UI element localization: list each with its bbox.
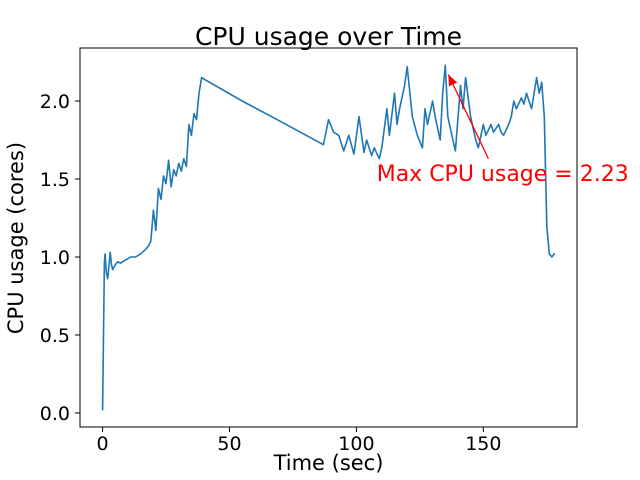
x-axis-label: Time (sec) <box>273 451 384 475</box>
annotation-arrow <box>447 74 490 160</box>
y-tick-label: 1.0 <box>40 247 70 269</box>
y-tick-label: 0.5 <box>40 325 70 347</box>
y-tick-label: 0.0 <box>40 403 70 425</box>
plot-border <box>79 47 578 428</box>
x-tick-label: 0 <box>97 433 109 455</box>
annotation-arrowhead <box>448 74 458 87</box>
x-tick-label: 150 <box>465 433 501 455</box>
annotation-text: Max CPU usage = 2.23 <box>376 162 629 188</box>
y-tick-label: 2.0 <box>40 91 70 113</box>
chart-title: CPU usage over Time <box>194 22 463 51</box>
cpu-usage-line <box>101 64 556 411</box>
y-tick-label: 1.5 <box>40 169 70 191</box>
x-tick-label: 100 <box>338 433 374 455</box>
y-axis-label: CPU usage (cores) <box>4 141 28 335</box>
x-tick-label: 50 <box>217 433 241 455</box>
